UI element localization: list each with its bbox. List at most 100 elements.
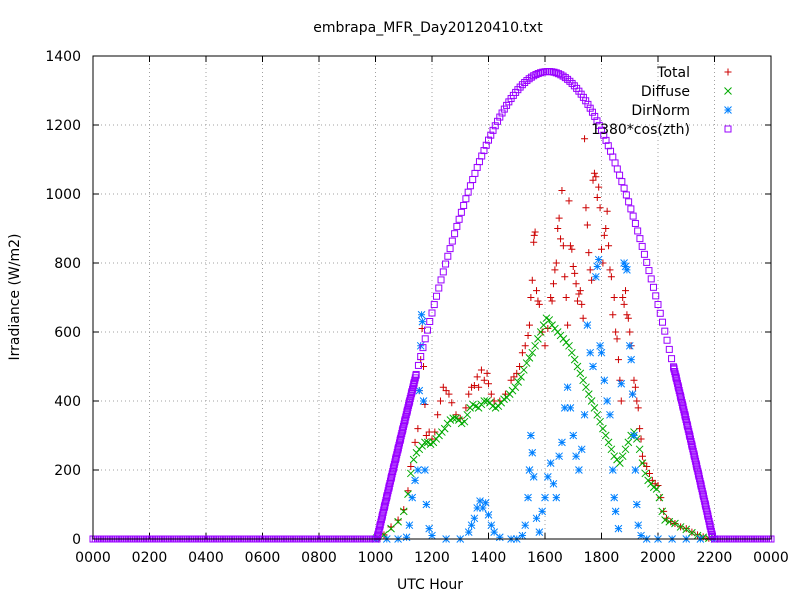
data-point	[631, 466, 640, 474]
data-point	[387, 524, 395, 533]
data-point	[460, 417, 469, 426]
data-point	[579, 376, 587, 385]
data-point	[602, 225, 610, 232]
data-point	[411, 438, 419, 446]
data-point	[393, 448, 401, 456]
data-point	[385, 484, 393, 492]
data-point	[637, 435, 645, 443]
data-point	[419, 397, 428, 405]
data-point	[529, 473, 538, 481]
data-point	[635, 445, 644, 454]
data-point	[692, 457, 700, 465]
data-point	[627, 355, 636, 364]
data-point	[676, 391, 684, 399]
data-point	[373, 533, 381, 541]
data-point	[451, 230, 459, 238]
legend-marker	[724, 87, 732, 95]
data-point	[656, 309, 664, 317]
data-point	[538, 328, 546, 336]
x-tick-label: 2200	[697, 550, 733, 566]
data-point	[592, 173, 600, 181]
y-tick-label: 1000	[45, 187, 81, 203]
data-point	[538, 507, 547, 516]
data-point	[409, 455, 418, 464]
data-point	[476, 497, 484, 505]
data-point	[389, 465, 397, 473]
legend: Total Diffuse DirNorm 1380*cos(zth)	[591, 65, 732, 138]
data-point	[375, 528, 383, 536]
data-point	[478, 504, 487, 512]
data-point	[671, 368, 679, 376]
data-point	[555, 452, 563, 461]
data-point	[609, 311, 617, 319]
data-point	[684, 425, 692, 433]
data-point	[691, 455, 699, 463]
data-point	[463, 410, 472, 419]
data-point	[549, 280, 557, 288]
data-point	[677, 396, 685, 404]
data-point	[660, 507, 668, 515]
data-point	[530, 238, 538, 246]
x-tick-label: 0400	[188, 550, 224, 566]
data-point	[589, 362, 597, 371]
data-point	[404, 487, 412, 495]
data-point	[405, 399, 413, 407]
data-point	[439, 268, 447, 276]
data-point	[638, 459, 647, 467]
data-point	[448, 399, 456, 407]
data-point	[672, 372, 680, 380]
data-point	[587, 397, 596, 405]
data-point	[689, 447, 697, 455]
data-point	[487, 131, 495, 139]
data-point	[588, 108, 596, 116]
data-point	[519, 366, 528, 374]
data-point	[393, 451, 401, 459]
data-point	[483, 369, 491, 377]
data-point	[649, 283, 657, 291]
data-point	[680, 408, 688, 416]
legend-entry: Total	[656, 65, 732, 81]
data-point	[584, 390, 593, 398]
series-cross	[373, 314, 713, 543]
data-point	[673, 379, 681, 387]
data-point	[437, 276, 445, 284]
data-point	[641, 469, 650, 478]
data-point	[685, 430, 693, 438]
data-point	[388, 470, 396, 478]
series-star	[371, 255, 719, 543]
data-point	[685, 428, 693, 436]
data-point	[491, 122, 499, 130]
data-point	[406, 394, 414, 402]
data-point	[603, 207, 611, 215]
data-point	[530, 231, 538, 239]
data-point	[560, 404, 569, 412]
data-point	[480, 147, 488, 155]
data-point	[385, 482, 393, 490]
data-point	[638, 452, 646, 460]
plot-series	[89, 68, 775, 543]
x-tick-label: 2000	[640, 550, 676, 566]
data-point	[379, 508, 387, 516]
data-point	[616, 459, 624, 467]
data-point	[462, 195, 470, 203]
data-point	[675, 384, 683, 392]
data-point	[630, 376, 638, 384]
data-point	[416, 341, 425, 350]
data-point	[661, 327, 669, 335]
data-point	[694, 467, 702, 475]
data-point	[544, 325, 552, 333]
data-point	[618, 452, 627, 461]
data-point	[570, 355, 579, 364]
data-point	[686, 433, 694, 441]
data-point	[573, 297, 581, 305]
data-point	[673, 377, 681, 385]
data-point	[600, 131, 608, 139]
data-point	[566, 242, 574, 250]
data-point	[374, 530, 382, 538]
data-point	[643, 463, 651, 471]
data-point	[469, 176, 477, 184]
data-point	[397, 432, 405, 440]
data-point	[417, 310, 426, 319]
data-point	[572, 280, 580, 288]
data-point	[436, 397, 444, 405]
